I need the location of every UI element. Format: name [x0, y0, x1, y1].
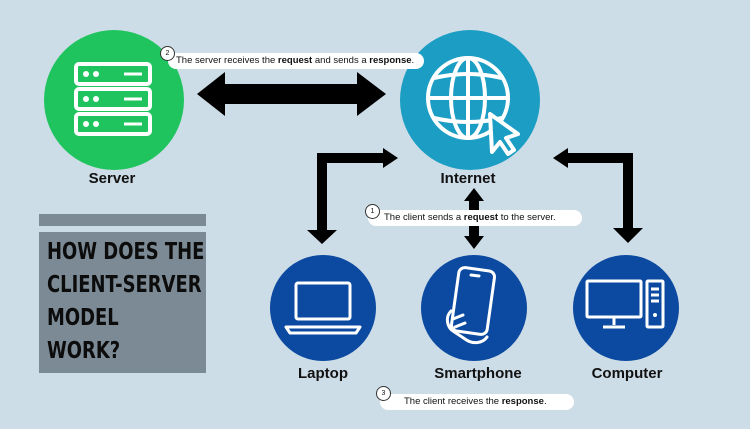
step-2-text-b: and sends a: [312, 55, 370, 66]
server-label: Server: [88, 170, 136, 187]
smartphone-hand-icon: [445, 266, 497, 345]
title-line-4: WORK?: [47, 338, 121, 364]
diagram-title: HOW DOES THE CLIENT-SERVER MODEL WORK?: [47, 236, 205, 368]
computer-arrow: [553, 148, 643, 243]
laptop-label: Laptop: [298, 365, 348, 382]
internet-circle: [400, 30, 540, 170]
title-line-1: HOW DOES THE: [47, 239, 205, 265]
title-line-3: MODEL: [47, 305, 119, 331]
step-1-number: 1: [365, 204, 380, 219]
server-internet-arrow: [197, 72, 386, 116]
server-rack-icon: [74, 62, 152, 136]
step-1-text-b: to the server.: [498, 212, 556, 223]
step-2-text-a: The server receives the: [176, 55, 278, 66]
title-box: [39, 232, 206, 373]
smartphone-label: Smartphone: [434, 365, 522, 382]
step-2-bold-request: request: [277, 55, 313, 66]
step-3-text-b: .: [543, 396, 547, 407]
laptop-circle: [270, 255, 376, 361]
desktop-computer-icon: [585, 279, 665, 329]
computer-label: Computer: [591, 365, 663, 382]
title-accent-bar: [39, 214, 206, 226]
step-3-text-a: The client receives the: [404, 396, 502, 407]
globe-cursor-icon: [426, 56, 520, 156]
step-1-caption: The client sends a request to the server…: [368, 210, 582, 226]
step-3-number: 3: [376, 386, 391, 401]
laptop-arrow: [307, 148, 398, 244]
smartphone-circle: [421, 255, 527, 361]
step-2-number: 2: [160, 46, 175, 61]
step-3-caption: The client receives the response.: [380, 394, 574, 410]
step-2-text-c: .: [411, 55, 415, 66]
step-3-bold-response: response: [501, 396, 544, 407]
title-line-2: CLIENT-SERVER: [47, 272, 202, 298]
internet-label: Internet: [440, 170, 496, 187]
step-2-bold-response: response: [369, 55, 412, 66]
step-1-text-a: The client sends a: [384, 212, 464, 223]
step-2-caption: The server receives the request and send…: [168, 53, 424, 69]
computer-circle: [573, 255, 679, 361]
step-1-bold-request: request: [463, 212, 499, 223]
laptop-icon: [284, 281, 362, 335]
